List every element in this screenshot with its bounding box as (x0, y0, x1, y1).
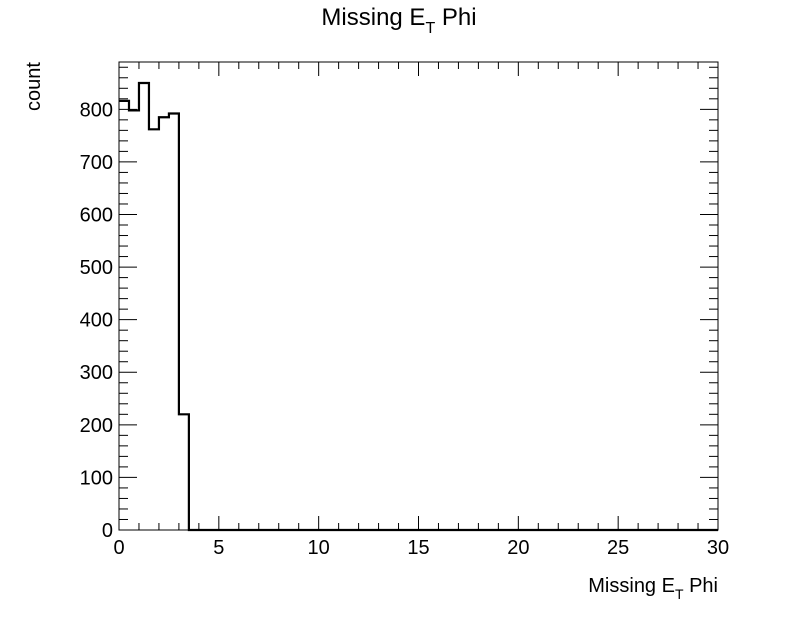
x-tick-label: 20 (507, 537, 529, 559)
y-tick-label: 800 (80, 99, 113, 121)
y-tick-label: 100 (80, 467, 113, 489)
chart-title-subscript: T (425, 20, 435, 37)
histogram-bin (169, 114, 179, 530)
y-tick-label: 700 (80, 152, 113, 174)
y-tick-label: 200 (80, 415, 113, 437)
histogram-bin (159, 117, 169, 530)
x-tick-label: 25 (607, 537, 629, 559)
x-tick-label: 30 (707, 537, 729, 559)
y-tick-label: 0 (102, 520, 113, 542)
x-axis-label: Missing ET Phi (588, 575, 718, 602)
x-axis-label-subscript: T (675, 586, 684, 602)
histogram-bin (179, 414, 189, 530)
y-tick-label: 300 (80, 362, 113, 384)
histogram-bin (119, 101, 129, 530)
plot-frame (118, 61, 719, 531)
y-axis-label: count (23, 62, 45, 111)
x-tick-label: 10 (308, 537, 330, 559)
histogram-series (119, 81, 718, 532)
histogram-outline (119, 81, 718, 532)
y-tick-label: 500 (80, 257, 113, 279)
x-tick-label: 15 (407, 537, 429, 559)
histogram-bin (149, 129, 159, 530)
y-tick-label: 400 (80, 310, 113, 332)
chart-title: Missing ET Phi (321, 4, 476, 37)
y-tick-label: 600 (80, 204, 113, 226)
x-tick-label: 0 (113, 537, 124, 559)
x-tick-label: 5 (213, 537, 224, 559)
histogram-bin (129, 110, 139, 530)
histogram-bin (139, 83, 149, 530)
